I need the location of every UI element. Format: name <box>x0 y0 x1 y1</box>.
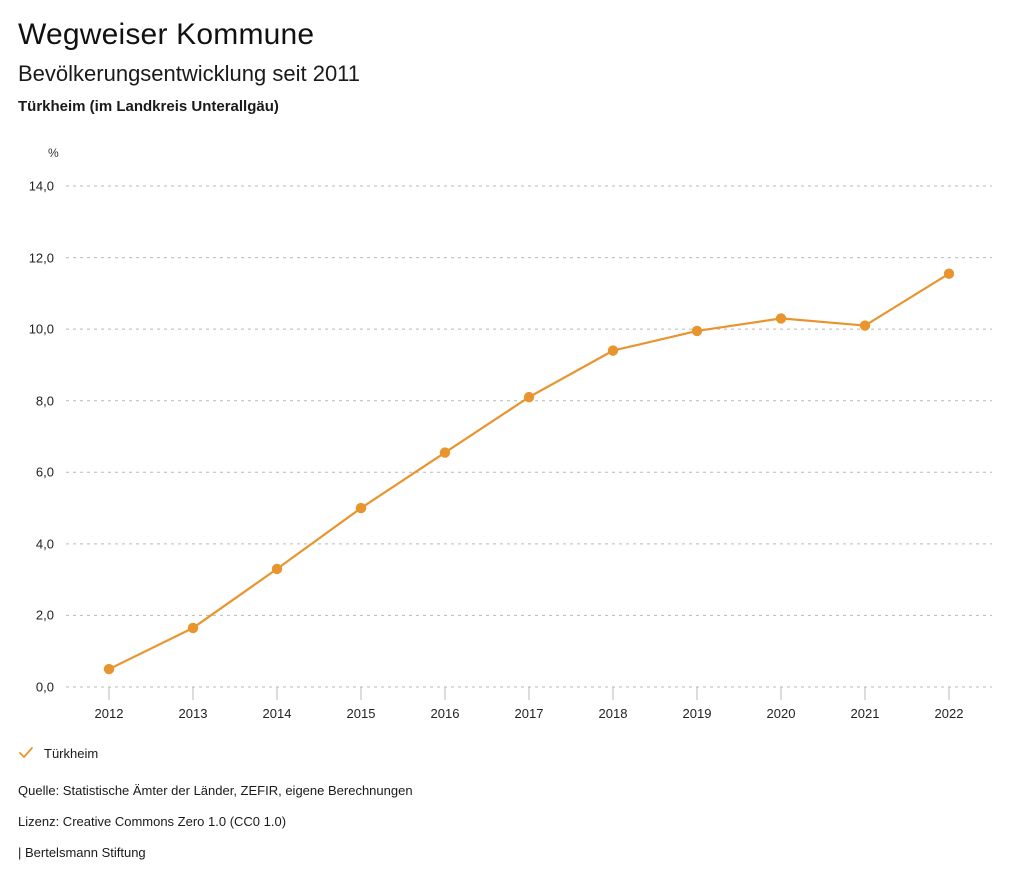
y-axis-tick-label: 4,0 <box>35 536 54 552</box>
x-axis-tick-label: 2018 <box>598 706 628 721</box>
chart-legend[interactable]: Türkheim <box>18 745 98 761</box>
data-point[interactable] <box>859 320 871 331</box>
y-axis-tick-label: 6,0 <box>35 464 54 480</box>
y-axis-unit: % <box>48 146 59 160</box>
data-point[interactable] <box>943 268 955 279</box>
chart-footer: Quelle: Statistische Ämter der Länder, Z… <box>18 784 978 877</box>
x-axis-tick-label: 2022 <box>934 706 964 721</box>
x-axis-tick-label: 2012 <box>94 706 124 721</box>
legend-item-label: Türkheim <box>44 745 99 761</box>
publisher-line: | Bertelsmann Stiftung <box>18 845 146 860</box>
data-point[interactable] <box>271 563 283 575</box>
data-point[interactable] <box>607 345 619 356</box>
page-title: Wegweiser Kommune <box>18 18 315 51</box>
line-chart: % 0,0 2,0 4,0 6,0 8,0 10,0 12,0 14,0 2012 2013 201… <box>0 140 1024 740</box>
x-axis-tick-label: 2021 <box>850 706 880 721</box>
page-header: Wegweiser Kommune Bevölkerungsentwicklun… <box>0 0 1024 115</box>
x-axis-tick-label: 2019 <box>682 706 712 721</box>
chart-plot-area: 0,0 2,0 4,0 6,0 8,0 10,0 12,0 14,0 2012 2013 2014 2… <box>0 140 1024 740</box>
series-line <box>107 272 951 671</box>
data-point[interactable] <box>523 391 535 403</box>
data-point[interactable] <box>187 622 199 634</box>
y-axis-tick-label: 8,0 <box>35 393 54 409</box>
x-axis-tick-label: 2016 <box>430 706 460 721</box>
y-axis-tick-label: 0,0 <box>35 679 54 695</box>
check-icon <box>18 745 34 761</box>
data-point[interactable] <box>103 663 115 675</box>
y-axis-tick-label: 14,0 <box>28 178 54 194</box>
x-axis-tick-label: 2015 <box>346 706 376 721</box>
x-axis-tick-label: 2017 <box>514 706 544 721</box>
source-line: Quelle: Statistische Ämter der Länder, Z… <box>18 783 413 798</box>
x-axis-tick-label: 2013 <box>178 706 208 721</box>
y-axis-tick-label: 12,0 <box>28 250 54 266</box>
y-axis-tick-label: 2,0 <box>35 607 54 623</box>
data-point[interactable] <box>691 325 703 337</box>
x-axis-tick-label: 2020 <box>766 706 796 721</box>
x-axis-tick-label: 2014 <box>262 706 292 721</box>
chart-svg <box>66 185 992 700</box>
data-point[interactable] <box>775 313 787 324</box>
y-axis-tick-label: 10,0 <box>28 321 54 337</box>
license-line: Lizenz: Creative Commons Zero 1.0 (CC0 1… <box>18 814 287 829</box>
data-point[interactable] <box>355 502 367 514</box>
data-point[interactable] <box>439 447 451 458</box>
page-subtitle: Bevölkerungsentwicklung seit 2011 <box>18 60 361 86</box>
region-label: Türkheim (im Landkreis Unterallgäu) <box>18 97 279 115</box>
